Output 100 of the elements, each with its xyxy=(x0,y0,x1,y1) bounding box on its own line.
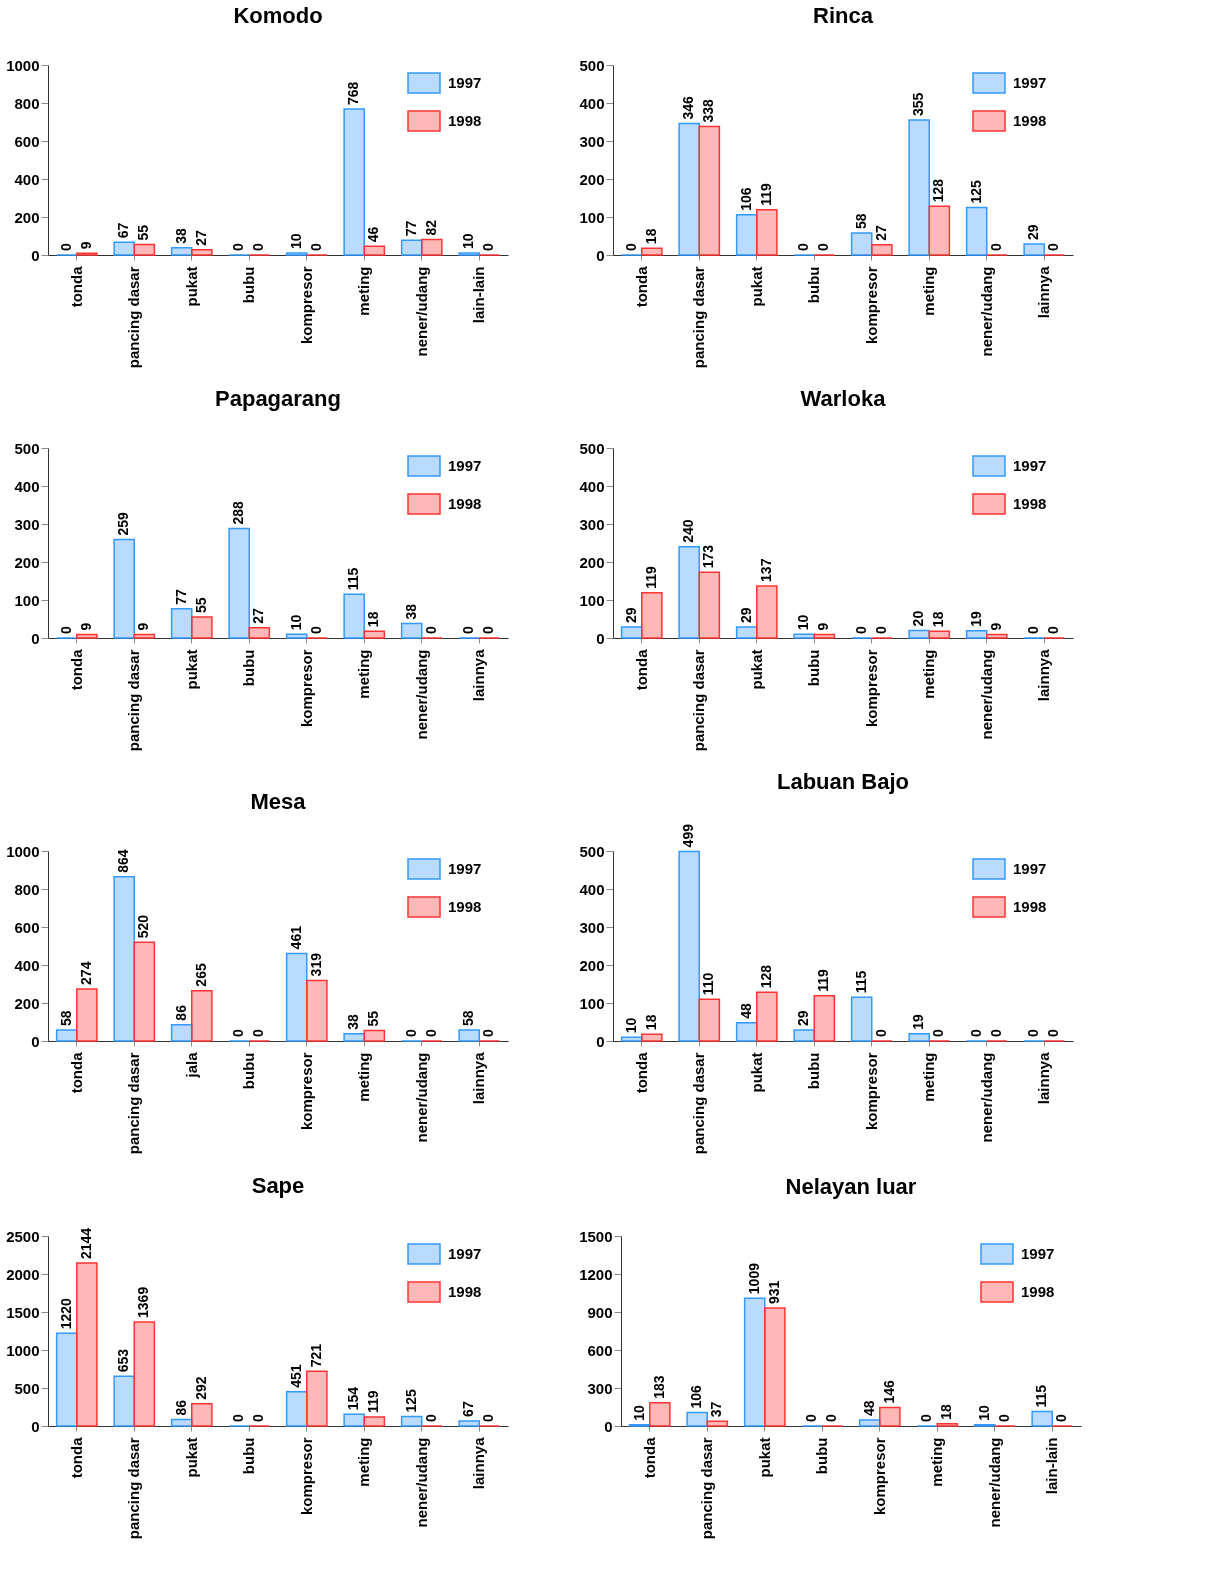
y-tick-label: 600 xyxy=(14,132,40,150)
x-tick-label: nener/udang xyxy=(977,649,995,740)
data-label: 1369 xyxy=(135,1286,152,1318)
chart-title: Komodo xyxy=(233,3,323,28)
y-tick-label: 400 xyxy=(579,477,605,495)
bar xyxy=(170,607,193,639)
bar xyxy=(113,876,135,1042)
data-label: 82 xyxy=(422,219,439,236)
y-tick-label: 0 xyxy=(604,1417,613,1435)
data-label: 0 xyxy=(1045,243,1062,251)
x-tick-label: tonda xyxy=(67,1051,85,1094)
data-label: 55 xyxy=(192,597,209,614)
data-label: 128 xyxy=(930,178,947,203)
data-label: 259 xyxy=(115,512,132,536)
x-tick-label: pancing dasar xyxy=(125,1052,143,1155)
y-tick-label: 1500 xyxy=(579,1227,613,1245)
data-label: 0 xyxy=(230,1414,247,1422)
bar xyxy=(76,633,98,639)
data-label: 29 xyxy=(737,607,754,623)
x-tick-label: bubu xyxy=(240,266,258,304)
data-label: 18 xyxy=(642,1014,659,1031)
data-label: 38 xyxy=(172,227,189,244)
data-label: 58 xyxy=(57,1010,74,1026)
y-tick-label: 2000 xyxy=(6,1265,40,1283)
bar xyxy=(458,1420,480,1427)
bar xyxy=(170,1418,193,1427)
y-tick-label: 1000 xyxy=(6,1341,40,1359)
bar xyxy=(813,995,836,1042)
y-tick-label: 0 xyxy=(31,629,40,647)
data-label: 119 xyxy=(815,968,832,992)
bar xyxy=(879,1406,901,1427)
chart-title: Labuan Bajo xyxy=(776,769,910,795)
x-tick-label: pukat xyxy=(182,649,200,690)
data-label: 137 xyxy=(757,558,774,582)
data-label: 38 xyxy=(345,1013,362,1030)
bar xyxy=(641,1033,663,1042)
data-label: 9 xyxy=(77,622,94,631)
y-tick-label: 200 xyxy=(579,553,605,571)
bar xyxy=(343,1033,365,1042)
data-label: 115 xyxy=(345,567,362,591)
data-label: 119 xyxy=(642,565,659,589)
x-tick-label: pancing dasar xyxy=(125,266,143,369)
data-label: 0 xyxy=(307,243,324,251)
bar xyxy=(133,243,156,256)
y-tick-label: 600 xyxy=(14,918,40,936)
data-label: 0 xyxy=(1025,1029,1042,1037)
chart-title: Papagarang xyxy=(215,386,341,411)
bar xyxy=(76,1262,98,1427)
legend-label: 1998 xyxy=(448,1283,482,1300)
bar xyxy=(928,205,951,256)
x-tick-label: meting xyxy=(920,266,938,316)
bar xyxy=(735,213,758,256)
y-tick-label: 0 xyxy=(31,1032,40,1050)
legend-label: 1998 xyxy=(1013,112,1047,129)
x-tick-label: pancing dasar xyxy=(125,1437,143,1540)
y-tick-label: 400 xyxy=(579,94,605,112)
x-tick-label: bubu xyxy=(813,1437,831,1475)
data-label: 67 xyxy=(115,222,132,239)
data-label: 115 xyxy=(852,970,869,994)
data-label: 18 xyxy=(938,1403,955,1420)
bar xyxy=(285,1390,308,1427)
bar xyxy=(735,1022,758,1042)
bar xyxy=(928,630,951,639)
legend-label: 1998 xyxy=(1013,495,1047,512)
legend-label: 1997 xyxy=(448,74,482,91)
data-label: 9 xyxy=(987,622,1004,631)
x-tick-label: lain-lain xyxy=(1043,1437,1061,1495)
y-tick-label: 300 xyxy=(579,515,605,533)
x-tick-label: nener/udang xyxy=(977,1052,995,1143)
data-label: 58 xyxy=(852,213,869,229)
y-tick-label: 200 xyxy=(14,208,40,226)
bar xyxy=(743,1297,766,1427)
y-tick-label: 500 xyxy=(579,842,605,860)
x-tick-label: nener/udang xyxy=(412,266,430,357)
x-tick-label: nener/udang xyxy=(412,1052,430,1143)
x-tick-label: tonda xyxy=(632,265,650,308)
bar xyxy=(133,633,156,639)
bar xyxy=(641,247,663,256)
bar xyxy=(965,206,988,256)
data-label: 0 xyxy=(480,1414,497,1422)
bar xyxy=(421,238,443,256)
data-label: 355 xyxy=(910,92,927,117)
x-tick-label: pukat xyxy=(747,1052,765,1093)
data-label: 1220 xyxy=(57,1297,74,1330)
data-label: 0 xyxy=(422,626,439,634)
x-tick-label: pancing dasar xyxy=(698,1437,716,1540)
data-label: 0 xyxy=(57,243,74,251)
bar xyxy=(170,1023,193,1042)
y-tick-label: 0 xyxy=(31,1417,40,1435)
data-label: 0 xyxy=(1025,626,1042,634)
x-tick-label: pukat xyxy=(755,1437,773,1478)
bar xyxy=(228,527,250,639)
x-tick-label: tonda xyxy=(632,1051,650,1094)
data-label: 0 xyxy=(307,626,324,634)
bar xyxy=(400,622,423,639)
bar xyxy=(908,1033,930,1042)
data-label: 128 xyxy=(757,964,774,989)
data-label: 499 xyxy=(680,823,697,848)
data-label: 37 xyxy=(708,1401,725,1418)
x-tick-label: lainnya xyxy=(470,648,488,702)
